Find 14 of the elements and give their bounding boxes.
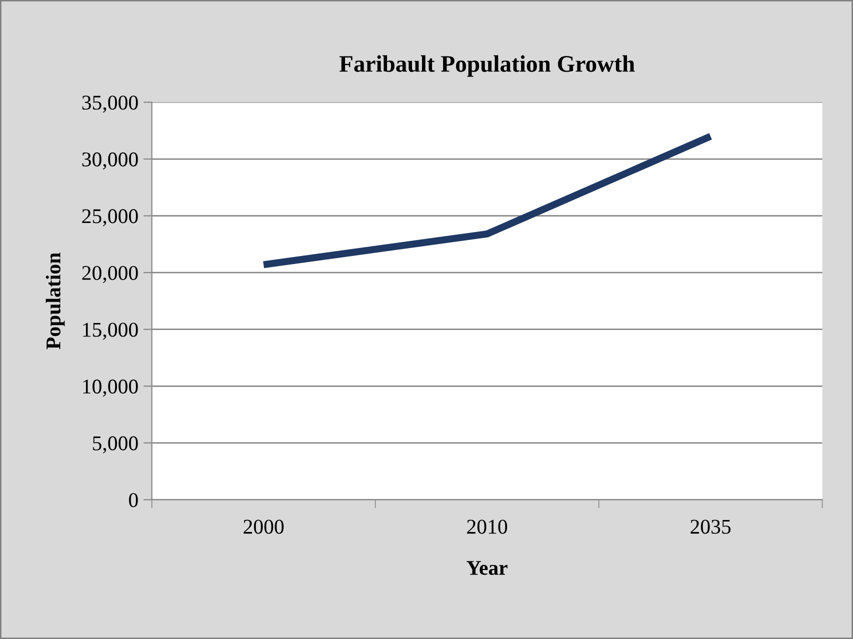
x-tick-label: 2010 xyxy=(467,520,508,534)
y-tick-label: 10,000 xyxy=(83,380,138,397)
y-tick-label: 20,000 xyxy=(82,266,138,284)
y-tick-label: 30,000 xyxy=(82,152,138,170)
x-axis-title: Year xyxy=(466,561,508,575)
x-tick-label: 2035 xyxy=(690,520,731,534)
x-tick-label: 2000 xyxy=(244,520,284,534)
chart-title: Faribault Population Growth xyxy=(339,55,635,77)
y-tick-label: 5,000 xyxy=(92,436,138,454)
y-tick-label: 0 xyxy=(129,493,138,508)
y-tick-label: 15,000 xyxy=(83,322,138,340)
y-tick-label: 35,000 xyxy=(82,96,138,113)
y-tick-label: 25,000 xyxy=(82,209,138,226)
y-axis-title: Population xyxy=(46,252,65,350)
